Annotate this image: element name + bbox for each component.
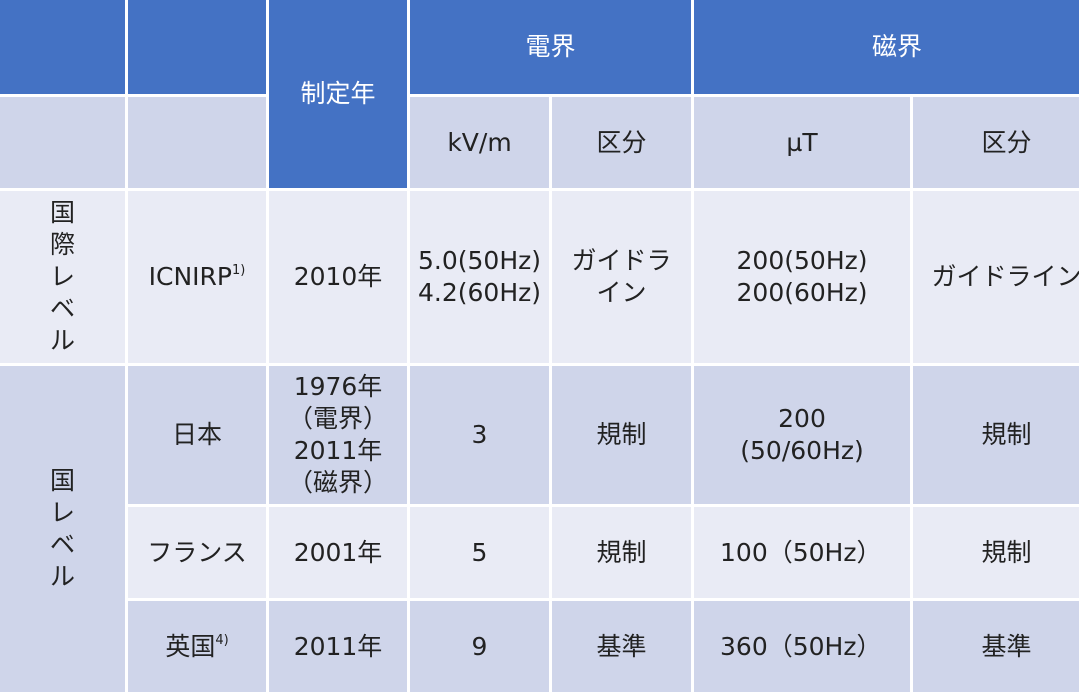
magnetic-category-value: 規制 [981,537,1032,567]
electric-category-cell: ガイドラ イン [552,191,692,363]
subheader-ut-cell: µT [694,97,911,188]
magnetic-category-value: ガイドライン [931,262,1079,291]
subheader-kvm-cell: kV/m [410,97,549,188]
electric-category-value: 基準 [596,631,647,661]
group-char: 国 [49,198,75,227]
group-char: 際 [49,230,75,259]
country-name: フランス [147,537,247,567]
magnetic-field-header: 磁界 [872,32,923,61]
year-line: （電界） [287,404,388,433]
year-line: 1976年 [293,372,383,401]
electric-category-value: 規制 [596,537,647,567]
group-char: レ [49,498,75,527]
year-value: 2011年 [293,631,383,661]
country-name-cell: フランス [128,507,266,598]
electric-category-cell: 規制 [552,507,692,598]
magnetic-value-line: 200(50Hz) [736,246,868,275]
magnetic-category-cell: 基準 [913,601,1079,692]
country-name-cell: 英国4) [128,601,266,692]
year-value: 2010年 [293,262,383,291]
group-char: ベ [49,294,75,323]
kvm-unit-header: kV/m [447,127,512,157]
electric-value-cell: 3 [410,366,549,504]
magnetic-category-cell: 規制 [913,366,1079,504]
electric-value-cell: 5 [410,507,549,598]
magnetic-category-header: 区分 [981,127,1032,157]
org-name-cell: ICNIRP1) [128,191,266,363]
electric-category-cell: 規制 [552,366,692,504]
electric-category-line: イン [596,278,647,307]
subheader-name-cell [128,97,266,188]
org-name: ICNIRP [148,262,232,291]
header-electric-cell: 電界 [410,0,692,94]
country-name: 英国 [165,631,216,661]
group-char: ル [49,562,75,591]
year-header-label: 制定年 [300,79,376,108]
table-row-uk: 英国4) 2011年 9 基準 360（50Hz） 基準 [0,601,1079,692]
magnetic-value: 360（50Hz） [720,631,882,661]
electric-value-line: 5.0(50Hz) [418,246,541,275]
magnetic-value-cell: 200 (50/60Hz) [694,366,911,504]
electric-category-cell: 基準 [552,601,692,692]
magnetic-category-value: 基準 [981,631,1032,661]
electric-category-value: 規制 [596,420,647,449]
country-name: 日本 [171,420,222,449]
year-line: 2011年 [293,436,383,465]
year-cell: 2011年 [269,601,407,692]
group-char: 国 [49,466,75,495]
table-row-japan: 国 レ ベ ル 日本 1976年 （電界） 2011年 （磁界） 3 規制 20… [0,366,1079,692]
header-row-2: kV/m 区分 µT 区分 [0,97,1079,188]
electric-category-header: 区分 [596,127,647,157]
group-char: レ [49,262,75,291]
ut-unit-header: µT [786,127,818,157]
magnetic-value-cell: 100（50Hz） [694,507,911,598]
subheader-corner-cell [0,97,125,188]
group-label-international: 国 際 レ ベ ル [0,191,125,363]
footnote-ref: 1) [232,263,246,278]
year-value: 2001年 [293,537,383,567]
country-name-cell: 日本 [128,366,266,504]
magnetic-value-cell: 200(50Hz) 200(60Hz) [694,191,911,363]
header-year-cell: 制定年 [269,0,407,188]
electric-value-cell: 5.0(50Hz) 4.2(60Hz) [410,191,549,363]
year-cell: 1976年 （電界） 2011年 （磁界） [269,366,407,504]
header-name-cell [128,0,266,94]
group-char: ル [49,326,75,355]
header-corner-cell [0,0,125,94]
magnetic-category-cell: 規制 [913,507,1079,598]
table-row-icnirp: 国 際 レ ベ ル ICNIRP1) 2010年 5.0(50Hz) 4.2(6… [0,191,1079,363]
magnetic-value-line: 200 [778,404,826,433]
electric-value: 5 [471,537,488,567]
magnetic-category-value: 規制 [981,420,1032,449]
group-label-national: 国 レ ベ ル [0,366,125,692]
electric-value-cell: 9 [410,601,549,692]
table-row-france: フランス 2001年 5 規制 100（50Hz） 規制 [0,507,1079,598]
magnetic-value-cell: 360（50Hz） [694,601,911,692]
electric-value-line: 4.2(60Hz) [418,278,541,307]
magnetic-value: 100（50Hz） [720,537,882,567]
header-magnetic-cell: 磁界 [694,0,1079,94]
electric-field-header: 電界 [525,32,576,61]
header-row-1: 制定年 電界 磁界 [0,0,1079,188]
footnote-ref: 4) [215,632,229,648]
electric-category-line: ガイドラ [571,246,672,275]
year-line: （磁界） [287,468,388,497]
subheader-e-category-cell: 区分 [552,97,692,188]
year-cell: 2010年 [269,191,407,363]
magnetic-value-line: (50/60Hz) [740,436,864,465]
electric-value: 9 [471,631,488,661]
subheader-m-category-cell: 区分 [913,97,1079,188]
magnetic-category-cell: ガイドライン [913,191,1079,363]
year-cell: 2001年 [269,507,407,598]
electric-value: 3 [471,420,488,449]
group-char: ベ [49,530,75,559]
magnetic-value-line: 200(60Hz) [736,278,868,307]
